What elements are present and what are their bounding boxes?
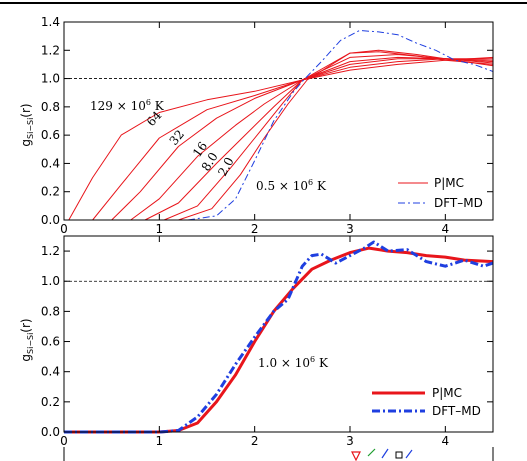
y-tick-label: 0.0 [41,425,60,439]
y-tick-label: 0.4 [41,365,60,379]
annotations-top: 129 × 106 K 64 32 16 8.0 2.0 0.5 × 106 K [90,98,327,193]
x-tick-label: 0 [60,222,68,236]
y-tick-label: 0.4 [41,156,60,170]
ticks-bottom: 0 1 2 3 4 0.0 0.2 0.4 0.6 0.8 1.0 1.2 [41,236,493,448]
series-line-pimc-1 [92,58,493,221]
y-tick-label: 1.0 [41,72,60,86]
ylabel-sub: Si−Si [26,118,35,139]
x-tick-label: 0 [60,434,68,448]
series-layer-top [68,30,494,221]
ylabel-arg: (r) [19,318,33,332]
y-axis-label-top: gSi−Si(r) [19,103,35,146]
y-tick-label: 0.8 [41,304,60,318]
legend-label-dftmd-top: DFT–MD [434,196,483,210]
y-tick-label: 0.0 [41,213,60,227]
ylabel-main: g [19,354,33,362]
x-tick-label: 2 [251,434,259,448]
clipped-black-marker [395,451,403,459]
clipped-red-marker [351,451,361,461]
legend-label-pimc-top: P|MC [434,176,464,190]
y-tick-label: 1.0 [41,274,60,288]
y-tick-label: 0.8 [41,100,60,114]
legend-label-pimc-bottom: P|MC [432,386,462,400]
panel-bottom: 0 1 2 3 4 0.0 0.2 0.4 0.6 0.8 1.0 1.2 gSi−Si(r) 1.0… [19,235,494,448]
y-tick-label: 1.2 [41,43,60,57]
series-line-pimc-6 [178,51,494,221]
y-tick-label: 0.6 [41,335,60,349]
series-line-pimc-0 [68,56,494,221]
series-line-dftmd-1 [64,240,494,434]
series-line-pimc-3 [130,56,494,221]
y-tick-label: 0.2 [41,395,60,409]
annotation-32: 32 [167,127,188,148]
axes-frame-bottom [63,235,494,433]
annotation-0-5: 0.5 × 106 K [256,178,327,193]
clipped-blue-mark-2 [405,449,413,459]
x-tick-label: 1 [156,434,164,448]
series-line-dftmd-7 [187,30,494,221]
ylabel-sub: Si−Si [26,333,35,354]
svg-text:gSi−Si(r): gSi−Si(r) [19,103,35,146]
clipped-blue-mark [381,448,389,459]
y-tick-label: 0.2 [41,185,60,199]
legend-label-dftmd-bottom: DFT–MD [432,404,481,418]
panel-top: 0 1 2 3 40.00.20.40.60.81.01.21.4 gSi−Si(r) … [19,15,494,236]
svg-text:gSi−Si(r): gSi−Si(r) [19,318,35,361]
y-axis-label-bottom: gSi−Si(r) [19,318,35,361]
annotation-1-0: 1.0 × 106 K [258,355,329,370]
annotation-129: 129 × 106 K [90,98,165,113]
y-tick-label: 1.2 [41,244,60,258]
x-tick-label: 3 [346,222,354,236]
x-tick-label: 2 [251,222,259,236]
x-tick-label: 3 [346,434,354,448]
y-tick-label: 1.4 [41,15,60,29]
series-line-pimc-5 [163,49,494,221]
y-tick-label: 0.6 [41,128,60,142]
clipped-marks [351,448,413,461]
clipped-green-mark [367,448,376,457]
legend-bottom: P|MC DFT–MD [372,386,481,418]
series-layer-bottom [64,240,494,434]
series-line-pimc-2 [111,58,494,221]
ylabel-arg: (r) [19,103,33,117]
x-tick-label: 1 [156,222,164,236]
x-tick-label: 4 [442,222,450,236]
axes-frame-top [63,21,494,221]
annotations-bottom: 1.0 × 106 K [258,355,329,370]
series-line-pimc-0 [64,246,494,434]
x-tick-label: 4 [442,434,450,448]
legend-top: P|MC DFT–MD [398,176,483,210]
ticks-top: 0 1 2 3 4 0.0 0.2 0.4 0.6 0.8 1.0 1.2 1.4 [41,15,493,236]
ylabel-main: g [19,139,33,147]
